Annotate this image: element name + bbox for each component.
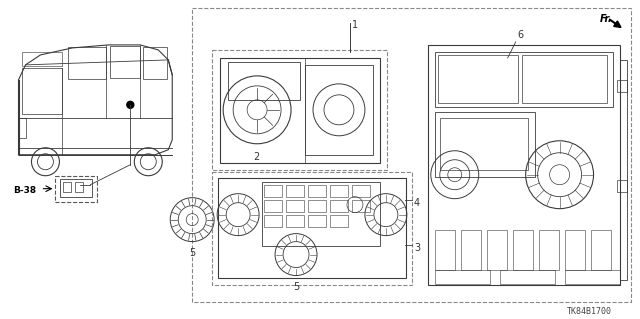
- Text: B-38: B-38: [13, 186, 36, 195]
- Text: TK84B1700: TK84B1700: [567, 308, 612, 316]
- Bar: [330, 215, 348, 226]
- Text: 5: 5: [293, 282, 299, 292]
- Bar: [218, 178, 406, 278]
- Bar: [591, 230, 611, 270]
- Bar: [264, 185, 282, 197]
- Bar: [435, 270, 490, 284]
- Bar: [56, 176, 97, 202]
- Bar: [440, 118, 527, 170]
- Bar: [286, 185, 304, 197]
- Bar: [143, 47, 167, 79]
- Bar: [76, 182, 83, 192]
- Bar: [435, 230, 455, 270]
- Bar: [428, 45, 620, 285]
- Bar: [500, 270, 555, 284]
- Text: 1: 1: [352, 20, 358, 30]
- Bar: [110, 46, 140, 78]
- Bar: [616, 80, 627, 92]
- Text: 5: 5: [189, 248, 195, 257]
- Bar: [22, 52, 63, 66]
- Text: 2: 2: [253, 152, 259, 162]
- Bar: [616, 180, 627, 192]
- Bar: [264, 200, 282, 211]
- Bar: [435, 52, 612, 107]
- Text: 3: 3: [414, 242, 420, 253]
- Bar: [212, 50, 387, 170]
- Text: Fr.: Fr.: [600, 14, 612, 24]
- Bar: [487, 230, 507, 270]
- Bar: [522, 55, 607, 103]
- Bar: [438, 55, 518, 103]
- Bar: [286, 200, 304, 211]
- Bar: [212, 172, 412, 285]
- Bar: [286, 215, 304, 226]
- Bar: [308, 215, 326, 226]
- Bar: [60, 179, 92, 197]
- Bar: [228, 62, 300, 100]
- Text: 4: 4: [414, 198, 420, 208]
- Bar: [352, 185, 370, 197]
- Bar: [63, 182, 72, 192]
- Bar: [330, 185, 348, 197]
- Bar: [264, 215, 282, 226]
- Bar: [68, 47, 106, 79]
- Bar: [352, 200, 370, 211]
- Bar: [620, 60, 627, 279]
- Bar: [22, 68, 63, 114]
- Bar: [308, 185, 326, 197]
- Text: 6: 6: [518, 30, 524, 40]
- Bar: [305, 65, 373, 155]
- Bar: [19, 118, 26, 138]
- Bar: [564, 230, 584, 270]
- Bar: [308, 200, 326, 211]
- Bar: [192, 8, 632, 302]
- Bar: [220, 58, 380, 163]
- Bar: [564, 270, 620, 284]
- Bar: [539, 230, 559, 270]
- Bar: [262, 182, 380, 246]
- Circle shape: [127, 101, 134, 108]
- Bar: [461, 230, 481, 270]
- Bar: [330, 200, 348, 211]
- Bar: [513, 230, 532, 270]
- Bar: [435, 112, 534, 177]
